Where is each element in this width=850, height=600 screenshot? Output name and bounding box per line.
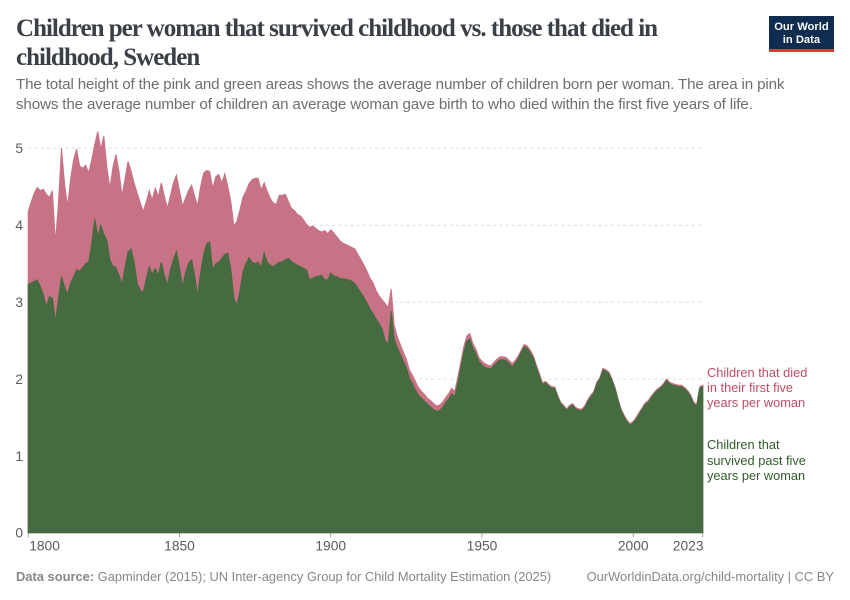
- svg-text:1950: 1950: [467, 539, 498, 554]
- svg-text:1800: 1800: [29, 539, 60, 554]
- svg-text:2023: 2023: [673, 539, 704, 554]
- svg-text:0: 0: [15, 526, 23, 541]
- svg-text:1: 1: [15, 449, 23, 464]
- svg-text:3: 3: [15, 295, 23, 310]
- svg-text:1850: 1850: [164, 539, 195, 554]
- svg-text:2: 2: [15, 372, 23, 387]
- svg-text:4: 4: [15, 218, 23, 233]
- svg-text:2000: 2000: [618, 539, 649, 554]
- svg-text:5: 5: [15, 141, 23, 156]
- svg-text:1900: 1900: [315, 539, 346, 554]
